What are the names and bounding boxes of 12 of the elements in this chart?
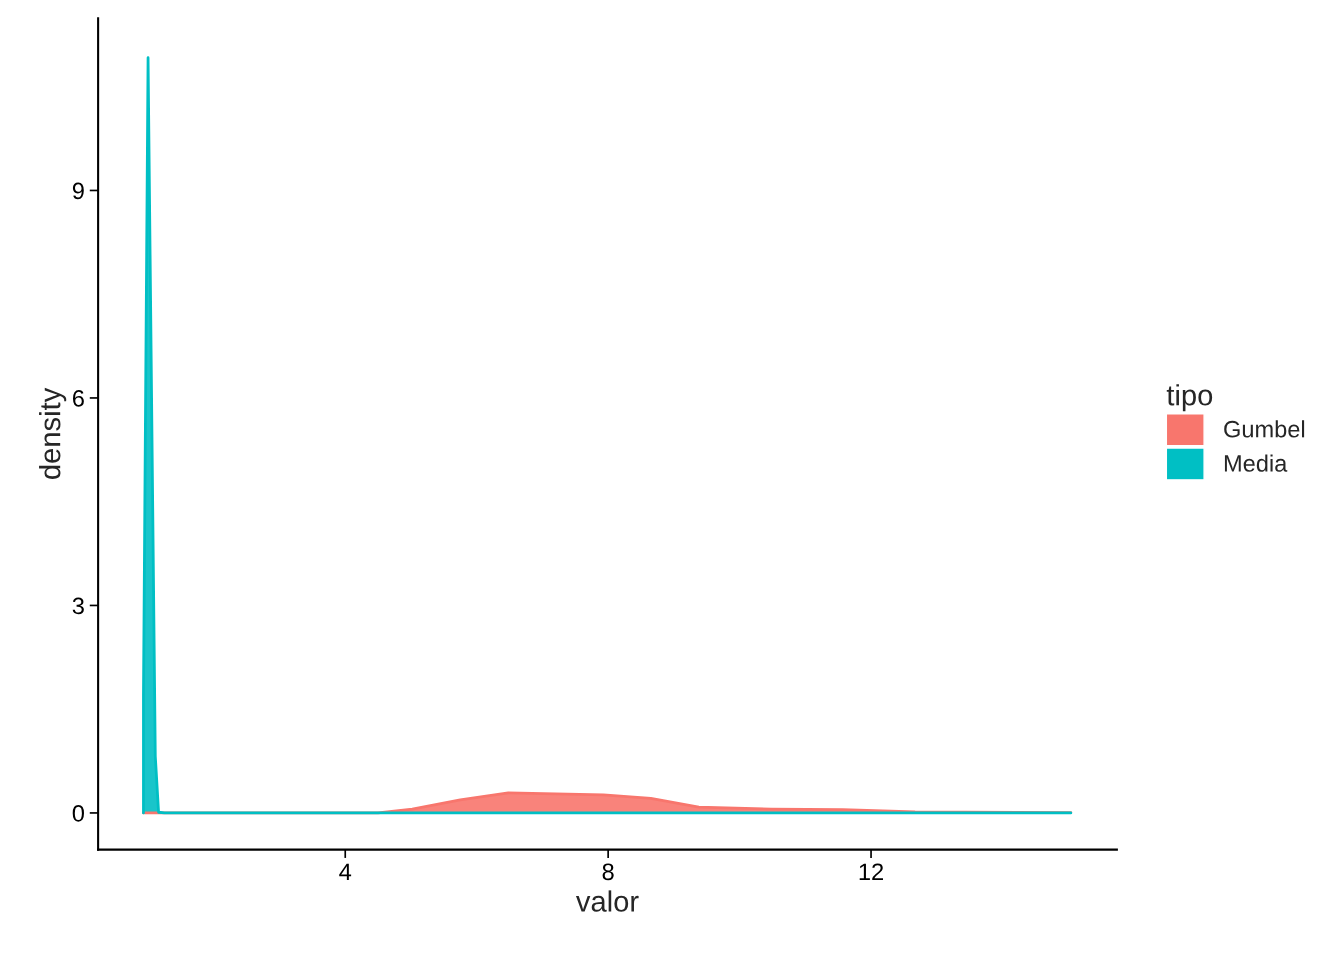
legend-label: Gumbel (1224, 420, 1305, 438)
y-axis-title: density (39, 387, 67, 479)
y-tick-label: 0 (72, 805, 84, 822)
legend-label: Media (1224, 454, 1288, 472)
legend-title: tipo (1166, 384, 1213, 412)
x-axis-title: valor (575, 890, 639, 912)
y-tick-label: 6 (72, 390, 84, 407)
y-tick-label: 9 (72, 182, 84, 200)
x-tick-label: 8 (602, 863, 614, 881)
x-tick-label: 12 (859, 863, 883, 880)
y-tick-label: 3 (72, 597, 84, 615)
x-tick-label: 4 (339, 863, 352, 880)
